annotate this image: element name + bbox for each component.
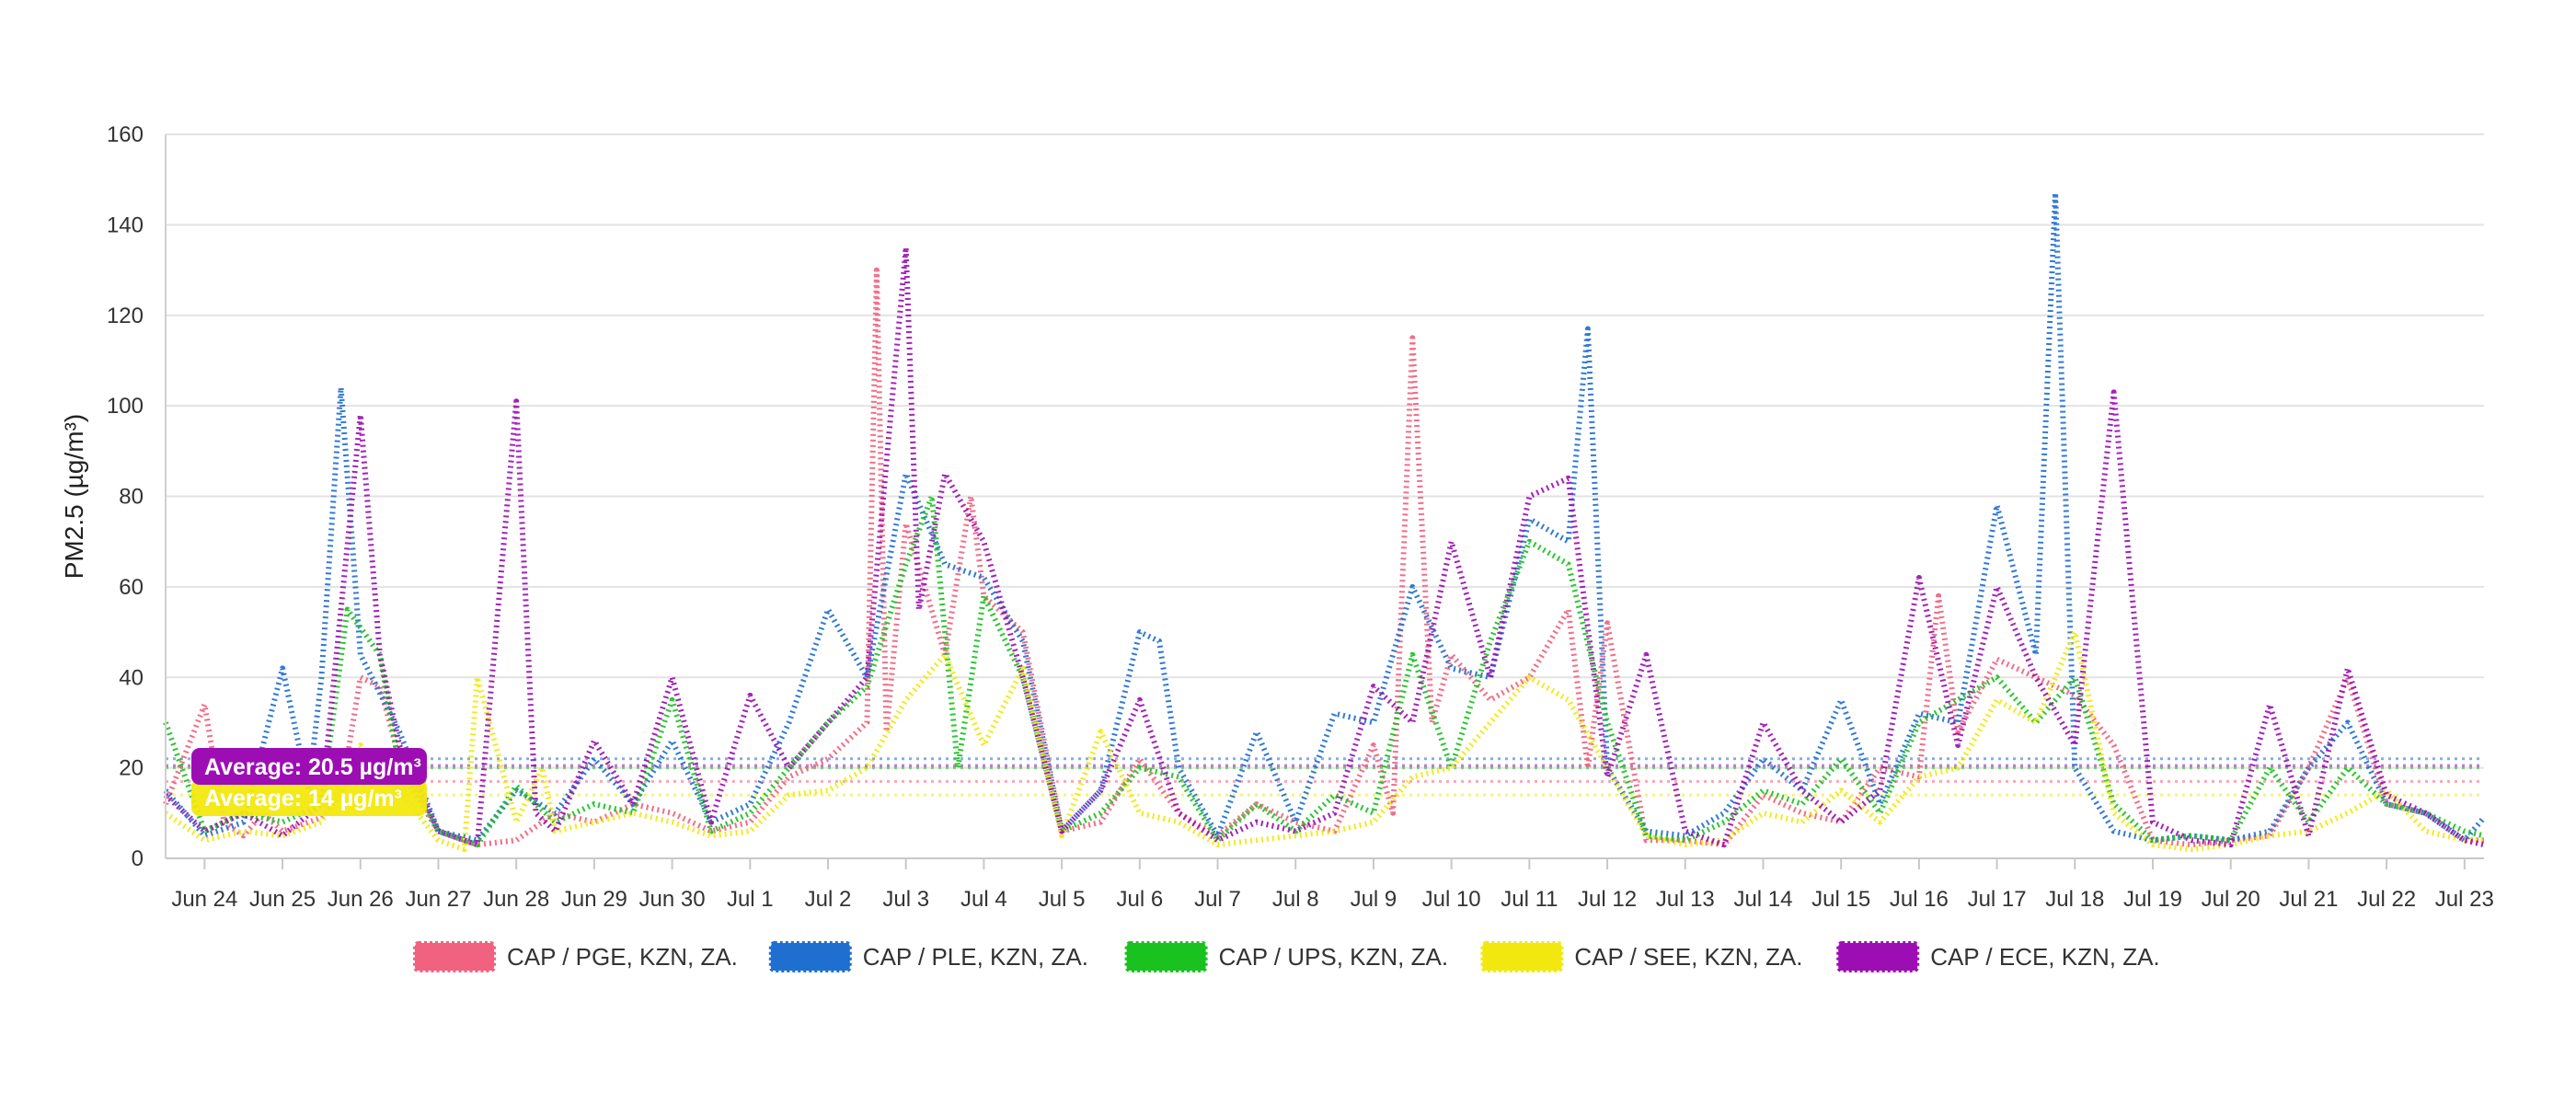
x-tick-label: Jul 10 — [1422, 887, 1481, 912]
x-tick-label: Jun 28 — [483, 887, 549, 912]
y-tick-label: 80 — [119, 485, 144, 510]
y-tick-label: 140 — [107, 213, 144, 237]
x-tick-label: Jul 19 — [2123, 887, 2182, 912]
x-tick-label: Jul 23 — [2435, 887, 2494, 912]
x-tick-label: Jul 20 — [2202, 887, 2260, 912]
series-lines — [163, 190, 2487, 853]
y-tick-label: 120 — [107, 304, 144, 328]
legend-label: CAP / UPS, KZN, ZA. — [1219, 943, 1448, 971]
x-tick-label: Jul 12 — [1578, 887, 1637, 912]
x-tick-label: Jun 24 — [171, 887, 237, 912]
series-line — [163, 267, 2484, 848]
legend-swatch — [1836, 941, 1920, 972]
x-tick-label: Jul 2 — [805, 887, 852, 912]
legend: CAP / PGE, KZN, ZA. CAP / PLE, KZN, ZA. CA… — [413, 941, 2160, 972]
y-tick-label: 0 — [132, 846, 144, 871]
legend-swatch — [1480, 941, 1564, 972]
x-tick-label: Jul 5 — [1039, 887, 1086, 912]
x-tick-label: Jun 27 — [405, 887, 471, 912]
legend-swatch — [768, 941, 852, 972]
series-line — [164, 629, 2484, 853]
x-tick-label: Jun 26 — [328, 887, 394, 912]
y-tick-label: 160 — [107, 122, 144, 147]
x-tick-label: Jul 9 — [1351, 887, 1397, 912]
x-tick-label: Jul 15 — [1811, 887, 1870, 912]
y-tick-label: 100 — [107, 394, 144, 419]
y-tick-label: 20 — [119, 756, 144, 781]
y-tick-label: 60 — [119, 575, 144, 600]
legend-label: CAP / PLE, KZN, ZA. — [863, 943, 1088, 971]
x-tick-label: Jun 30 — [639, 887, 706, 912]
series-line — [163, 493, 2485, 848]
series-line — [163, 190, 2487, 844]
x-tick-label: Jun 25 — [249, 887, 316, 912]
x-tick-label: Jun 29 — [561, 887, 627, 912]
x-tick-label: Jul 21 — [2279, 887, 2338, 912]
y-axis-title: PM2.5 (µg/m³) — [60, 414, 88, 579]
series-line — [163, 245, 2485, 848]
y-tick-label: 40 — [119, 665, 144, 690]
average-badges: Average: 14 µg/m³ Average: 20.5 µg/m³ — [191, 748, 427, 816]
x-tick-label: Jul 8 — [1272, 887, 1319, 912]
x-tick-label: Jul 22 — [2357, 887, 2416, 912]
legend-label: CAP / SEE, KZN, ZA. — [1574, 943, 1802, 971]
legend-label: CAP / ECE, KZN, ZA. — [1930, 943, 2159, 971]
average-badge-label: Average: 14 µg/m³ — [204, 786, 402, 811]
grid-lines — [166, 133, 2484, 859]
x-tick-label: Jul 18 — [2045, 887, 2104, 912]
x-tick-label: Jul 4 — [960, 887, 1007, 912]
x-tick-label: Jul 17 — [1968, 887, 2027, 912]
x-tick-label: Jul 13 — [1656, 887, 1715, 912]
average-badge — [191, 748, 427, 785]
x-tick-label: Jul 11 — [1501, 887, 1558, 912]
legend-label: CAP / PGE, KZN, ZA. — [507, 943, 738, 971]
legend-swatch — [1124, 941, 1208, 972]
x-tick-label: Jul 7 — [1194, 887, 1241, 912]
legend-swatch — [413, 941, 496, 972]
x-tick-label: Jul 16 — [1890, 887, 1949, 912]
average-badge — [191, 779, 427, 816]
x-tick-label: Jul 1 — [727, 887, 774, 912]
x-tick-label: Jul 14 — [1733, 887, 1792, 912]
x-tick-label: Jul 3 — [882, 887, 929, 912]
axes: 0 20 40 60 80 100 120 140 160 Jun 24 Jun 25 Jun 26 J… — [107, 122, 2494, 912]
x-tick-label: Jul 6 — [1116, 887, 1163, 912]
average-badge-label: Average: 20.5 µg/m³ — [204, 754, 421, 780]
